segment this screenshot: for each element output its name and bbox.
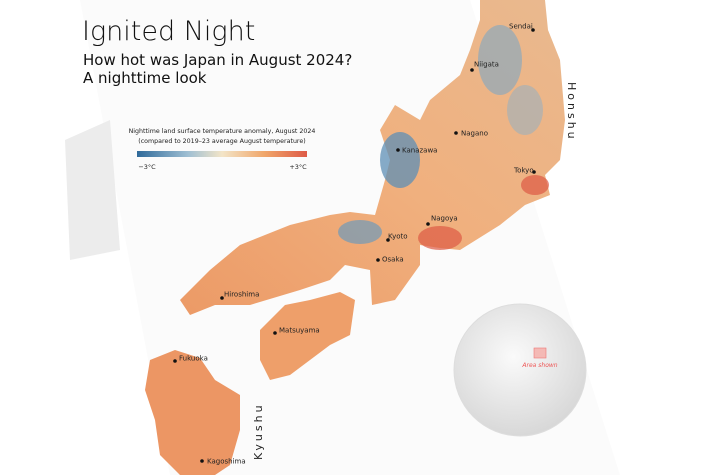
city-dot (531, 28, 535, 32)
city-dot (454, 131, 458, 135)
city-label: Niigata (474, 61, 499, 69)
cities: Sendai Niigata Nagano Kanazawa Tokyo Nagoya Ky… (173, 23, 536, 466)
inset-globe (453, 303, 587, 437)
city-dot (273, 331, 277, 335)
honshu (180, 0, 565, 315)
cool-area (380, 132, 420, 188)
legend-title: Nighttime land surface temperature anoma… (129, 128, 316, 135)
legend-max: +3°C (289, 163, 307, 171)
city-dot (220, 296, 224, 300)
city-dot (532, 170, 536, 174)
subtitle: How hot was Japan in August 2024? (83, 51, 352, 69)
subtitle: A nighttime look (83, 69, 207, 87)
city-label: Nagano (461, 130, 488, 138)
area-shown-box (533, 347, 547, 359)
city-label: Kyoto (388, 233, 408, 241)
cool-area (478, 25, 522, 95)
legend-min: −3°C (138, 163, 156, 171)
kyushu (145, 350, 240, 475)
legend-bar (137, 151, 307, 157)
city-label: Matsuyama (279, 327, 320, 335)
cool-area (507, 85, 543, 135)
hot-area (521, 175, 549, 195)
city-dot (470, 68, 474, 72)
japan (145, 0, 565, 475)
land-mass (65, 120, 120, 260)
title: Ignited Night (82, 16, 255, 47)
city-dot (386, 238, 390, 242)
city-label: Nagoya (431, 215, 458, 223)
city-dot (376, 258, 380, 262)
city-label: Fukuoka (179, 355, 208, 363)
cool-area (338, 220, 382, 244)
hot-area (418, 226, 462, 250)
city-label: Tokyo (513, 167, 534, 175)
city-label: Kanazawa (402, 147, 437, 155)
city-label: Sendai (509, 23, 533, 31)
inset-label: Area shown (521, 362, 557, 369)
shikoku (260, 292, 355, 380)
city-dot (173, 359, 177, 363)
city-dot (396, 148, 400, 152)
city-label: Hiroshima (224, 291, 259, 299)
region-label: Kyushu (252, 402, 265, 460)
legend-title: (compared to 2019–23 average August temp… (138, 138, 305, 145)
city-label: Kagoshima (207, 458, 246, 466)
city-dot (426, 222, 430, 226)
city-dot (200, 459, 204, 463)
city-label: Osaka (382, 256, 404, 264)
region-label: Honshu (565, 82, 578, 142)
